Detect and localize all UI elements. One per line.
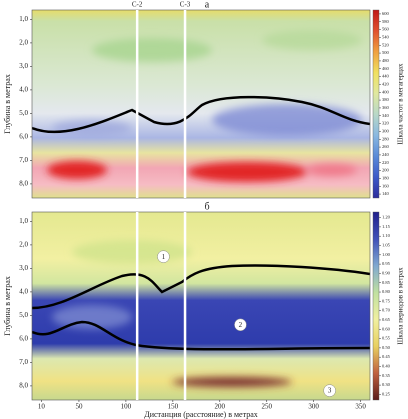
colorbar-tick-label: 140: [382, 191, 390, 196]
y-tick-label: 7,0: [19, 156, 28, 164]
y-tick-label: 6,0: [19, 335, 28, 343]
panel-b-field: [31, 211, 371, 401]
y-tick-label: 4,0: [19, 288, 28, 296]
x-tick-label: 150: [168, 403, 179, 411]
colorbar-tick-label: 0.45: [382, 354, 391, 359]
y-tick-label: 4,0: [19, 86, 28, 94]
colorbar-tick-label: 160: [382, 183, 390, 188]
colorbar-tick-label: 0.55: [382, 336, 391, 341]
colorbar-tick-label: 340: [382, 113, 390, 118]
colorbar-tick-label: 220: [382, 160, 390, 165]
y-tick-label: 8,0: [19, 180, 28, 188]
x-tick-label: 350: [355, 403, 366, 411]
colorbar-tick-label: 0.80: [382, 289, 391, 294]
colorbar-tick-label: 0.40: [382, 364, 391, 369]
colorbar-tick-label: 0.25: [382, 391, 391, 396]
colorbar-tick-label: 0.65: [382, 317, 391, 322]
colorbar-tick-label: 280: [382, 136, 390, 141]
colorbar-label: Шкала частот в мегагерцах: [397, 63, 405, 145]
y-tick-label: 1,0: [19, 217, 28, 225]
colorbar-tick-label: 0.70: [382, 308, 391, 313]
y-tick-label: 1,0: [19, 15, 28, 23]
panel-title: а: [205, 0, 210, 10]
x-tick-label: 300: [308, 403, 319, 411]
colorbar-tick-label: 360: [382, 105, 390, 110]
colorbar-tick-label: 1.10: [382, 233, 391, 238]
colorbar-tick-label: 540: [382, 34, 390, 39]
x-tick-label: 250: [261, 403, 272, 411]
borehole-label: С-3: [180, 1, 191, 9]
colorbar-tick-label: 0.75: [382, 298, 391, 303]
x-tick-label: 50: [75, 403, 83, 411]
colorbar-label: Шкала периодов в метрах: [397, 267, 405, 345]
y-tick-label: 5,0: [19, 109, 28, 117]
colorbar-tick-label: 200: [382, 168, 390, 173]
colorbar-tick-label: 0.60: [382, 326, 391, 331]
colorbar-tick-label: 320: [382, 121, 390, 126]
zone-marker: [157, 250, 170, 263]
colorbar-tick-label: 400: [382, 89, 390, 94]
colorbar-tick-label: 0.50: [382, 345, 391, 350]
colorbar-tick-label: 440: [382, 74, 390, 79]
x-tick-label: 100: [121, 403, 132, 411]
colorbar-tick-label: 0.35: [382, 373, 391, 378]
y-axis-label: Глубина в метрах: [3, 276, 12, 336]
x-axis-label: Дистанция (расстояние) в метрах: [144, 410, 258, 419]
y-tick-label: 3,0: [19, 264, 28, 272]
panel-a-field: [31, 9, 371, 199]
zone-label: 1: [162, 253, 166, 261]
colorbar-tick-label: 0.30: [382, 382, 391, 387]
colorbar-tick-label: 500: [382, 50, 390, 55]
colorbar-tick-label: 0.95: [382, 261, 391, 266]
colorbar-tick-label: 1.00: [382, 252, 391, 257]
y-tick-label: 5,0: [19, 311, 28, 319]
y-axis-label: Глубина в метрах: [3, 74, 12, 134]
colorbar-tick-label: 600: [382, 11, 390, 16]
colorbar: [372, 211, 380, 401]
x-tick-label: 200: [215, 403, 226, 411]
colorbar-tick-label: 260: [382, 144, 390, 149]
y-tick-label: 6,0: [19, 133, 28, 141]
zone-label: 3: [328, 387, 332, 395]
colorbar-tick-label: 240: [382, 152, 390, 157]
colorbar-tick-label: 0.85: [382, 280, 391, 285]
y-tick-label: 7,0: [19, 358, 28, 366]
zone-marker: [234, 318, 247, 332]
y-tick-label: 8,0: [19, 382, 28, 390]
x-tick-label: 10: [38, 403, 46, 411]
colorbar-tick-label: 180: [382, 175, 390, 180]
panel-title: б: [204, 201, 209, 212]
zone-label: 2: [239, 321, 243, 329]
borehole-label: С-2: [132, 1, 143, 9]
colorbar-tick-label: 480: [382, 58, 390, 63]
zone-marker: [323, 384, 336, 397]
y-tick-label: 2,0: [19, 39, 28, 47]
y-tick-label: 2,0: [19, 241, 28, 249]
colorbar-tick-label: 580: [382, 19, 390, 24]
colorbar-tick-label: 380: [382, 97, 390, 102]
colorbar-tick-label: 300: [382, 128, 390, 133]
colorbar-tick-label: 460: [382, 66, 390, 71]
colorbar-tick-label: 520: [382, 42, 390, 47]
colorbar: [372, 9, 380, 199]
colorbar-tick-label: 1.05: [382, 243, 391, 248]
colorbar-tick-label: 1.15: [382, 224, 391, 229]
colorbar-tick-label: 560: [382, 27, 390, 32]
y-tick-label: 3,0: [19, 62, 28, 70]
colorbar-tick-label: 420: [382, 81, 390, 86]
colorbar-tick-label: 0.90: [382, 270, 391, 275]
colorbar-tick-label: 1.20: [382, 215, 391, 220]
